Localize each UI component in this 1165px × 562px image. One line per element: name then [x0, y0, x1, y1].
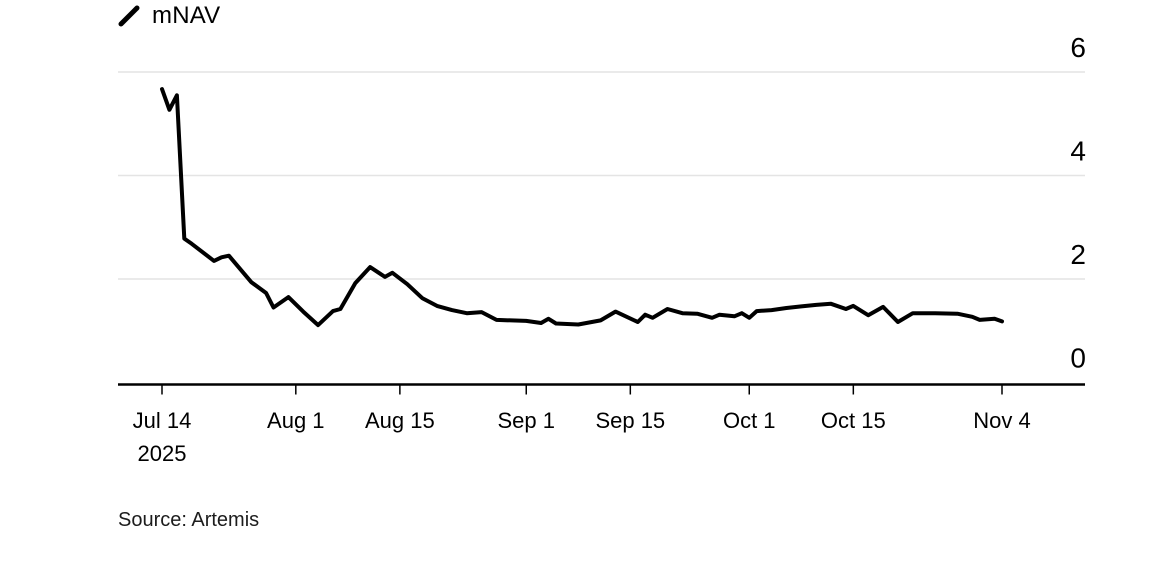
x-tick-label: Aug 15: [365, 408, 435, 433]
mnav-series-line: [160, 87, 1004, 328]
x-tick-label: Oct 15: [821, 408, 886, 433]
chart-legend: mNAV: [118, 2, 220, 30]
y-tick-label: 6: [1070, 32, 1086, 63]
x-tick-label: Jul 14: [133, 408, 192, 433]
x-tick-label: Aug 1: [267, 408, 325, 433]
source-note: Source: Artemis: [118, 509, 260, 531]
diagonal-line-swatch-icon: [118, 5, 140, 27]
y-tick-label: 2: [1070, 239, 1086, 270]
x-tick-label: Oct 1: [723, 408, 776, 433]
y-tick-label: 0: [1070, 343, 1086, 374]
x-tick-label: Nov 4: [973, 408, 1030, 433]
y-tick-label: 4: [1070, 136, 1086, 167]
x-tick-label: Sep 1: [497, 408, 555, 433]
x-tick-sublabel: 2025: [138, 441, 187, 466]
x-tick-label: Sep 15: [595, 408, 665, 433]
legend-label-mnav: mNAV: [152, 2, 221, 29]
